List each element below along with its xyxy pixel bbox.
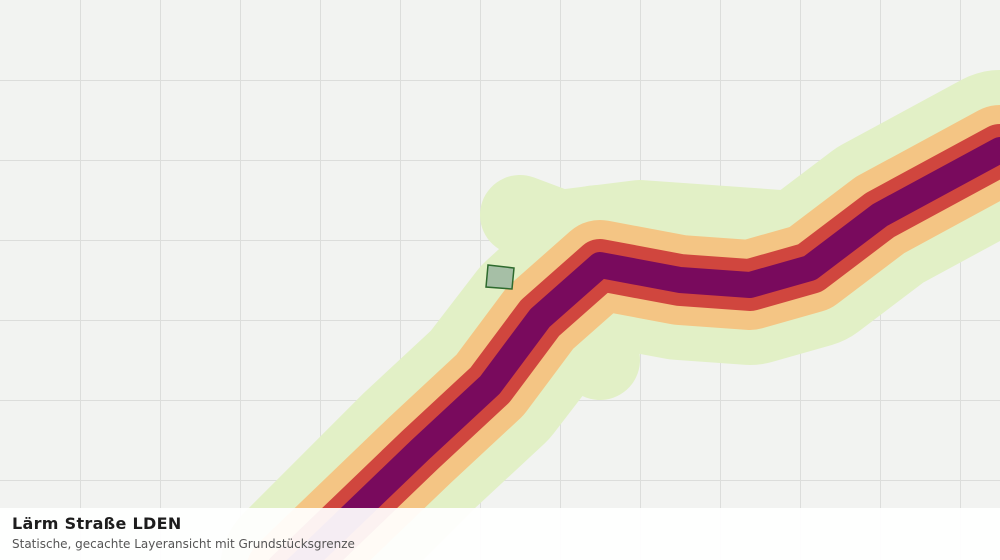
parcel-boundary[interactable] <box>485 264 515 290</box>
legend-title: Lärm Straße LDEN <box>12 514 182 533</box>
noise-band-very-high <box>286 137 1000 560</box>
noise-layer <box>221 70 1000 560</box>
legend-panel: Lärm Straße LDEN Statische, gecachte Lay… <box>0 508 1000 560</box>
legend-subtitle: Statische, gecachte Layeransicht mit Gru… <box>12 537 355 551</box>
